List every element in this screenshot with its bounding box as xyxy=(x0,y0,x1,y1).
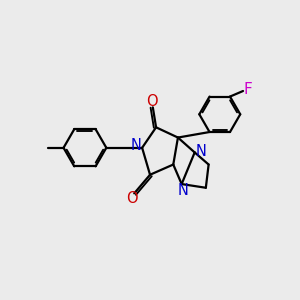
Text: F: F xyxy=(243,82,252,97)
Text: N: N xyxy=(195,143,206,158)
Text: N: N xyxy=(131,138,142,153)
Text: O: O xyxy=(146,94,158,109)
Text: O: O xyxy=(126,191,138,206)
Text: N: N xyxy=(178,183,188,198)
